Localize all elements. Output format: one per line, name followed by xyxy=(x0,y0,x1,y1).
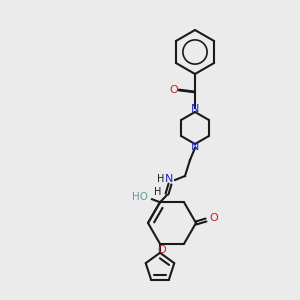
Text: N: N xyxy=(165,174,173,184)
Text: HO: HO xyxy=(132,192,148,202)
Text: H: H xyxy=(157,174,165,184)
Text: H: H xyxy=(154,187,162,197)
Text: N: N xyxy=(191,142,199,152)
Text: O: O xyxy=(169,85,178,95)
Text: O: O xyxy=(158,245,166,255)
Text: N: N xyxy=(191,104,199,114)
Text: O: O xyxy=(210,213,218,223)
